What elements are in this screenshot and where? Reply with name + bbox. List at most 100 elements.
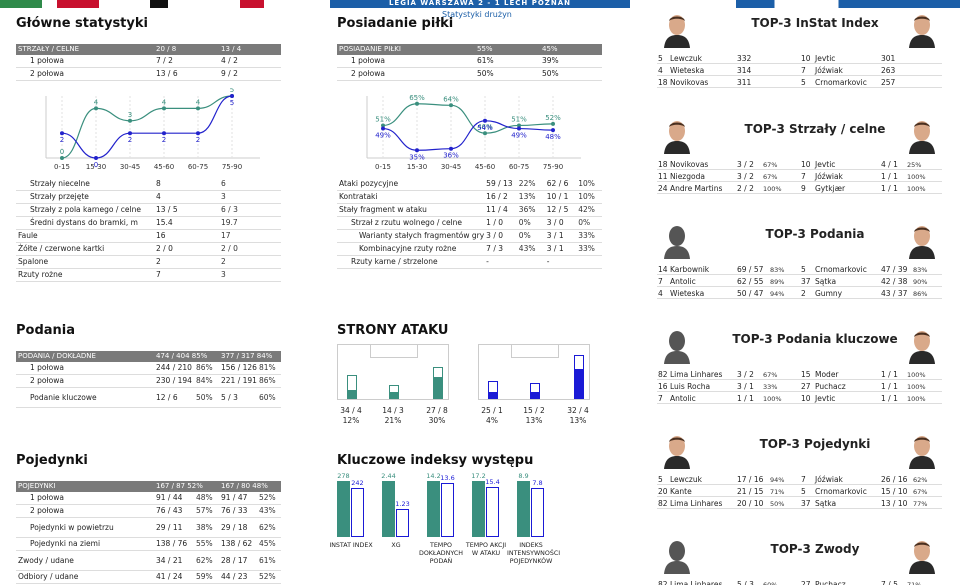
attack-bar bbox=[488, 381, 498, 399]
row-label: Kontrataki bbox=[337, 190, 485, 204]
row-label: Warianty stałych fragmentów gry bbox=[337, 229, 485, 243]
header-cell: POJEDYNKI bbox=[16, 481, 154, 492]
series-line bbox=[61, 95, 233, 159]
x-tick-label: 0-15 bbox=[54, 163, 70, 171]
row-divider bbox=[657, 508, 942, 509]
player-percent: 33% bbox=[763, 383, 778, 391]
player-number: 5 bbox=[658, 54, 663, 63]
row-value: 4 / 2 bbox=[219, 55, 281, 68]
table-row: Średni dystans do bramki, m 15.4 19.7 bbox=[16, 216, 281, 230]
player-percent: 67% bbox=[913, 488, 928, 496]
player-value: 7 / 5 bbox=[881, 580, 898, 585]
player-number: 7 bbox=[658, 394, 663, 403]
header-cell: 167 / 80 48% bbox=[219, 481, 281, 492]
player-value: 3 / 1 bbox=[737, 382, 754, 391]
row-value: 52% bbox=[257, 492, 281, 505]
row-value: 156 / 126 bbox=[219, 362, 257, 375]
player-value: 1 / 1 bbox=[881, 172, 898, 181]
index-value-team1: 278 bbox=[337, 472, 350, 480]
player-percent: 71% bbox=[907, 581, 922, 585]
index-bar-team2 bbox=[351, 488, 364, 537]
data-point bbox=[381, 123, 385, 128]
row-value: 36% bbox=[516, 203, 545, 217]
row-label: Stały fragment w ataku bbox=[337, 203, 485, 217]
player-value: 20 / 10 bbox=[737, 499, 764, 508]
row-value: 62% bbox=[257, 517, 281, 538]
player-value: 314 bbox=[737, 66, 752, 75]
row-value: 0% bbox=[516, 216, 545, 230]
player-name: Puchacz bbox=[815, 382, 846, 391]
data-label: 51% bbox=[375, 115, 391, 123]
player-value: 42 / 38 bbox=[881, 277, 908, 286]
possession-title: Posiadanie piłki bbox=[337, 16, 454, 31]
row-value: 13 / 5 bbox=[154, 203, 219, 217]
row-label: Podanie kluczowe bbox=[16, 387, 154, 408]
header-cell: 20 / 8 bbox=[154, 44, 219, 55]
player-photo bbox=[907, 118, 937, 154]
data-point bbox=[162, 131, 166, 136]
table-row: Stały fragment w ataku 11 / 4 36% 12 / 5 42% bbox=[337, 203, 602, 217]
row-label: Rzuty karne / strzelone bbox=[337, 255, 485, 269]
row-value: 11 / 4 bbox=[484, 203, 517, 217]
penalty-box bbox=[511, 344, 559, 358]
row-label: 2 połowa bbox=[16, 504, 154, 518]
passes-title: Podania bbox=[16, 323, 76, 338]
row-label: 1 połowa bbox=[16, 362, 154, 375]
row-value: 76 / 33 bbox=[219, 504, 257, 518]
row-divider bbox=[657, 403, 942, 404]
row-label: Faule bbox=[16, 229, 154, 243]
data-label: 49% bbox=[375, 132, 391, 140]
match-title: LEGIA WARSZAWA 2 - 1 LECH POZNAŃ bbox=[388, 0, 572, 7]
player-percent: 83% bbox=[770, 266, 785, 274]
data-point bbox=[196, 131, 200, 136]
header-cell: 377 / 317 84% bbox=[219, 351, 281, 362]
data-point bbox=[415, 101, 419, 106]
player-value: 50 / 47 bbox=[737, 289, 764, 298]
player-value: 4 / 1 bbox=[881, 160, 898, 169]
player-name: Andre Martins bbox=[670, 184, 723, 193]
row-value: 12 / 6 bbox=[154, 387, 194, 408]
x-tick-label: 45-60 bbox=[475, 163, 495, 171]
x-tick-label: 0-15 bbox=[375, 163, 391, 171]
row-value: 50% bbox=[540, 67, 602, 81]
row-label: Kombinacyjne rzuty rożne bbox=[337, 242, 485, 256]
player-percent: 86% bbox=[913, 290, 928, 298]
row-value: 84% bbox=[194, 374, 219, 388]
attack-sides-title: STRONY ATAKU bbox=[337, 323, 449, 338]
data-point bbox=[449, 103, 453, 108]
row-value: 50% bbox=[475, 67, 540, 81]
table-row: Kontrataki 16 / 2 13% 10 / 1 10% bbox=[337, 190, 602, 204]
row-value: 29 / 18 bbox=[219, 517, 257, 538]
row-value: 76 / 43 bbox=[154, 504, 194, 518]
data-label: 36% bbox=[443, 152, 459, 160]
player-value: 3 / 2 bbox=[737, 172, 754, 181]
player-photo bbox=[662, 12, 692, 48]
player-value: 263 bbox=[881, 66, 896, 75]
row-value: 42% bbox=[576, 203, 602, 217]
player-name: Sątka bbox=[815, 499, 837, 508]
x-tick-label: 60-75 bbox=[509, 163, 529, 171]
player-percent: 62% bbox=[913, 476, 928, 484]
row-value: 81% bbox=[257, 362, 281, 375]
index-bar-team2 bbox=[396, 509, 409, 537]
row-value: 9 / 2 bbox=[219, 67, 281, 81]
player-number: 18 bbox=[658, 160, 668, 169]
player-percent: 83% bbox=[913, 266, 928, 274]
player-photo bbox=[662, 118, 692, 154]
index-value-team2: 242 bbox=[351, 479, 364, 487]
attack-value: 14 / 3 bbox=[382, 406, 404, 415]
row-value: 138 / 62 bbox=[219, 537, 257, 551]
player-number: 37 bbox=[801, 499, 811, 508]
player-value: 3 / 2 bbox=[737, 370, 754, 379]
data-label: 0 bbox=[60, 148, 64, 156]
row-value: 10% bbox=[576, 190, 602, 204]
player-name: Lewczuk bbox=[670, 54, 702, 63]
data-point bbox=[551, 121, 555, 126]
row-label: 2 połowa bbox=[16, 67, 154, 81]
x-tick-label: 15-30 bbox=[86, 163, 106, 171]
row-value: 3 / 1 bbox=[544, 229, 577, 243]
header-cell: 45% bbox=[540, 44, 602, 55]
player-name: Luis Rocha bbox=[670, 382, 711, 391]
index-value-team1: 14.2 bbox=[426, 472, 441, 480]
row-value: 86% bbox=[194, 362, 219, 375]
